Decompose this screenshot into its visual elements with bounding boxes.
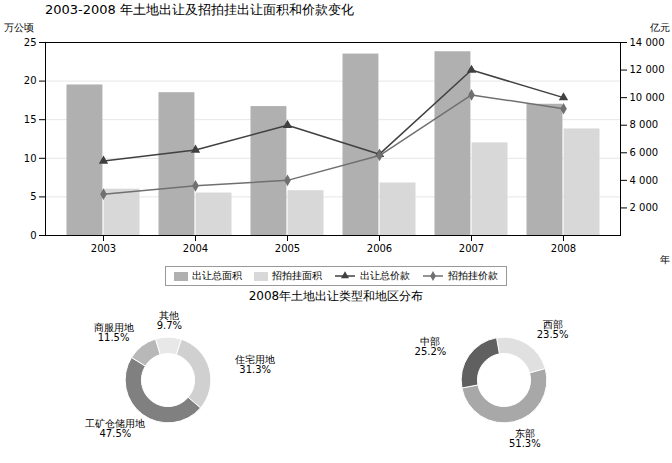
- svg-text:工矿仓储用地47.5%: 工矿仓储用地47.5%: [85, 418, 145, 439]
- html-text:招拍挂面积: 招拍挂面积: [272, 270, 322, 281]
- svg-text:西部23.5%: 西部23.5%: [537, 319, 569, 340]
- svg-text:2 000: 2 000: [630, 202, 659, 213]
- html-text:2003-2008 年土地出让及招拍挂出让面积和价款变化: 2003-2008 年土地出让及招拍挂出让面积和价款变化: [45, 2, 354, 17]
- svg-text:亿元: 亿元: [649, 22, 670, 33]
- svg-text:2006: 2006: [367, 243, 392, 254]
- svg-text:其他9.7%: 其他9.7%: [157, 310, 182, 331]
- svg-text:2008: 2008: [551, 243, 576, 254]
- svg-text:20: 20: [24, 75, 37, 86]
- svg-text:15: 15: [24, 114, 37, 125]
- svg-text:东部51.3%: 东部51.3%: [509, 428, 541, 449]
- svg-text:2003: 2003: [91, 243, 116, 254]
- html-text:招拍挂价款: 招拍挂价款: [448, 270, 498, 281]
- svg-text:6 000: 6 000: [630, 147, 659, 158]
- svg-text:万公顷: 万公顷: [4, 22, 34, 33]
- svg-text:0: 0: [30, 230, 36, 241]
- svg-text:商服用地11.5%: 商服用地11.5%: [94, 322, 134, 343]
- svg-text:10: 10: [24, 153, 37, 164]
- svg-text:14 000: 14 000: [630, 37, 665, 48]
- svg-text:中部25.2%: 中部25.2%: [415, 336, 447, 357]
- svg-text:12 000: 12 000: [630, 64, 665, 75]
- svg-text:2004: 2004: [183, 243, 208, 254]
- svg-text:10 000: 10 000: [630, 92, 665, 103]
- html-text:出让总面积: 出让总面积: [192, 270, 242, 281]
- svg-text:25: 25: [24, 37, 37, 48]
- svg-text:8 000: 8 000: [630, 119, 659, 130]
- html-text:出让总价款: 出让总价款: [360, 270, 410, 281]
- svg-text:4 000: 4 000: [630, 175, 659, 186]
- svg-text:2007: 2007: [459, 243, 484, 254]
- svg-text:5: 5: [30, 191, 36, 202]
- svg-text:住宅用地31.3%: 住宅用地31.3%: [235, 354, 275, 375]
- svg-text:2005: 2005: [275, 243, 300, 254]
- html-text:2008年土地出让类型和地区分布: 2008年土地出让类型和地区分布: [248, 289, 424, 303]
- svg-text:年: 年: [660, 254, 670, 265]
